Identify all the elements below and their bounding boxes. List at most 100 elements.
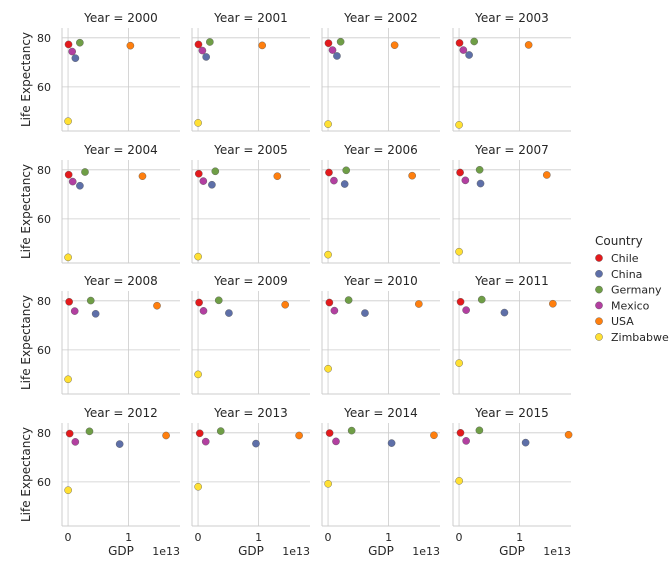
facet-2012-point-zimbabwe	[64, 486, 72, 494]
facet-2001-title: Year = 2001	[213, 11, 288, 25]
facet-2004-title: Year = 2004	[83, 143, 158, 157]
facet-2005-point-usa	[273, 172, 282, 180]
facet-2008-title: Year = 2008	[83, 274, 158, 288]
facet-2011-point-zimbabwe	[455, 359, 463, 367]
facet-2006-title: Year = 2006	[343, 143, 418, 157]
facet-2007-title: Year = 2007	[474, 143, 549, 157]
facet-2004-ytick-0: 60	[37, 213, 51, 226]
facet-2015-x-axis-label: GDP	[499, 544, 525, 558]
facet-2015-point-mexico	[462, 437, 470, 445]
facet-2010-point-mexico	[330, 306, 339, 315]
facet-2015-xtick-0: 0	[456, 531, 463, 544]
facet-2010-point-usa	[415, 300, 423, 308]
y-axis-label-row-3: Life Expectancy	[19, 427, 33, 522]
facet-2012-ytick-0: 60	[37, 476, 51, 489]
facet-2008-ytick-1: 80	[37, 295, 51, 308]
legend-label-usa: USA	[611, 315, 634, 328]
facet-2004-point-mexico	[68, 177, 77, 186]
facet-2015-point-chile	[456, 429, 465, 437]
facet-2010-point-china	[361, 309, 369, 317]
facet-2000-point-chile	[64, 40, 73, 49]
facet-2014-xtick-1: 1	[385, 531, 392, 544]
facet-2002-point-china	[333, 52, 341, 60]
facet-2000-title: Year = 2000	[83, 11, 158, 25]
facet-2013-title: Year = 2013	[213, 406, 288, 420]
facet-2002-point-usa	[390, 41, 399, 49]
legend-marker-mexico	[595, 301, 603, 310]
facet-2001-point-mexico	[198, 46, 207, 55]
facet-2001-point-germany	[206, 38, 214, 46]
facet-2001-point-chile	[194, 40, 203, 49]
facet-2015-point-china	[521, 438, 530, 447]
facet-2005-point-china	[208, 180, 216, 189]
facet-2005-point-chile	[194, 169, 203, 178]
facet-2009-point-usa	[281, 300, 289, 309]
facet-2006-point-zimbabwe	[324, 250, 332, 259]
facet-2015-title: Year = 2015	[474, 406, 549, 420]
facet-2003-title: Year = 2003	[474, 11, 549, 25]
facet-2010-point-germany	[344, 296, 353, 304]
facet-2014-point-china	[387, 439, 396, 447]
facet-2012-point-chile	[65, 429, 74, 438]
facet-2008-point-mexico	[70, 307, 79, 315]
facet-2002-point-zimbabwe	[324, 120, 332, 128]
facet-2013-xtick-0: 0	[195, 531, 202, 544]
facet-2008-point-china	[91, 310, 100, 318]
legend-label-zimbabwe: Zimbabwe	[611, 331, 669, 344]
facet-2003-point-mexico	[459, 46, 468, 54]
facet-2008-point-germany	[86, 296, 95, 305]
facet-2013-point-usa	[295, 431, 303, 440]
facet-2012-ytick-1: 80	[37, 427, 51, 440]
facet-2011-point-chile	[456, 297, 465, 306]
facet-2009-point-mexico	[199, 307, 208, 315]
facet-2013-xtick-1: 1	[255, 531, 262, 544]
facet-2005-point-zimbabwe	[194, 252, 202, 261]
facet-2015-point-usa	[564, 430, 573, 439]
facet-2000-point-china	[71, 54, 80, 62]
facet-2010-title: Year = 2010	[343, 274, 418, 288]
facet-2002-point-chile	[324, 39, 333, 48]
facet-2005-title: Year = 2005	[213, 143, 288, 157]
facet-2014-title: Year = 2014	[343, 406, 418, 420]
facet-2012-xtick-0: 0	[65, 531, 72, 544]
facet-2009-title: Year = 2009	[213, 274, 288, 288]
facet-2011-point-china	[500, 308, 509, 317]
facet-2003-point-china	[465, 51, 473, 59]
facet-2014-point-zimbabwe	[324, 480, 332, 488]
facet-2003-point-chile	[455, 39, 464, 47]
facet-2012-point-mexico	[71, 438, 80, 446]
y-axis-label-row-0: Life Expectancy	[19, 32, 33, 127]
facet-2007-point-usa	[542, 171, 551, 179]
legend-marker-chile	[595, 254, 603, 262]
facet-2006-point-germany	[342, 166, 351, 175]
facet-2014-point-chile	[325, 429, 334, 437]
y-axis-label-row-1: Life Expectancy	[19, 164, 33, 259]
facet-2007-point-chile	[456, 168, 464, 177]
facet-2000-point-zimbabwe	[64, 117, 72, 125]
legend-marker-usa	[595, 317, 603, 326]
legend-title: Country	[595, 234, 643, 248]
facet-2004-point-usa	[138, 172, 147, 180]
facet-2006-point-usa	[408, 171, 416, 180]
facet-2007-point-germany	[475, 166, 484, 174]
facet-2008-point-chile	[65, 297, 73, 306]
legend-marker-germany	[595, 285, 603, 294]
facet-2005-point-mexico	[199, 177, 208, 185]
facet-2000-point-germany	[76, 38, 84, 47]
facet-2011-title: Year = 2011	[474, 274, 549, 288]
facet-2012-title: Year = 2012	[83, 406, 158, 420]
facet-2002-title: Year = 2002	[343, 11, 418, 25]
facet-2013-point-mexico	[201, 437, 210, 446]
facet-2005-point-germany	[211, 167, 220, 176]
facet-2003-point-zimbabwe	[455, 121, 463, 129]
facet-2000-point-mexico	[68, 47, 76, 56]
legend-label-mexico: Mexico	[611, 299, 650, 312]
legend-label-chile: Chile	[611, 252, 639, 265]
facet-2009-point-china	[225, 309, 233, 317]
facet-2009-point-chile	[195, 298, 203, 307]
facet-2010-point-zimbabwe	[324, 364, 332, 373]
facet-2013-point-china	[252, 439, 260, 448]
facet-2004-point-germany	[81, 168, 89, 176]
facet-2010-point-chile	[325, 298, 334, 307]
legend-label-china: China	[611, 268, 642, 281]
